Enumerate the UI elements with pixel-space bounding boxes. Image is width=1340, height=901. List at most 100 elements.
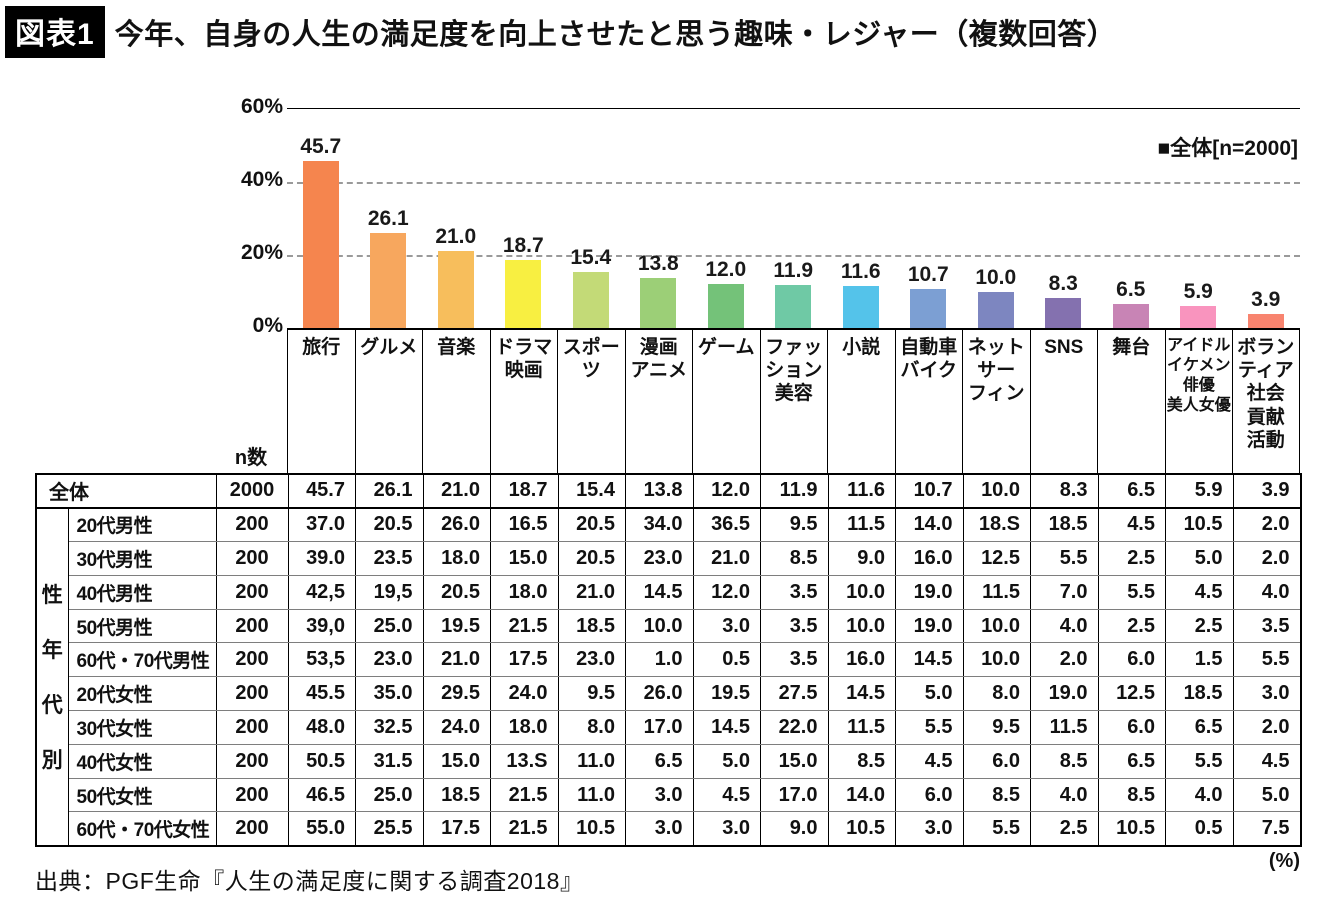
- value-cell: 18.7: [490, 474, 559, 509]
- value-cell: 8.0: [557, 710, 626, 745]
- value-cell: 18.5: [557, 608, 626, 644]
- value-cell: 21.0: [422, 474, 491, 509]
- value-cell: 17.0: [760, 777, 829, 813]
- value-cell: 3.5: [760, 608, 829, 644]
- value-cell: 46.5: [287, 777, 356, 813]
- bar-column: 10.7: [895, 109, 963, 328]
- value-cell: 4.5: [1165, 574, 1234, 610]
- value-cell: 5.5: [1165, 743, 1234, 779]
- value-cell: 9.0: [827, 541, 896, 576]
- value-cell: 3.0: [692, 811, 761, 847]
- n-count-header: n数: [234, 447, 268, 469]
- group-label: 性年代別: [35, 507, 69, 847]
- bar: [910, 288, 947, 328]
- value-cell: 3.9: [1232, 474, 1301, 509]
- table-row: 40代女性 200 50.5 31.5 15.0 13.S 11.0 6.5 5.0 15.0 8.…: [36, 743, 1301, 779]
- y-tick-label: 0%: [252, 314, 283, 337]
- group-label-char: 性: [41, 584, 63, 608]
- bar: [1045, 297, 1082, 328]
- value-cell: 19.0: [895, 608, 964, 644]
- table-row: 40代男性 200 42,5 19,5 20.5 18.0 21.0 14.5 12.0 3.5 1…: [36, 574, 1301, 610]
- value-cell: 21.0: [557, 574, 626, 610]
- group-label-char: 別: [41, 749, 63, 773]
- value-cell: 12.0: [692, 474, 761, 509]
- value-cell: 4.0: [1232, 574, 1301, 610]
- bar-column: 10.0: [962, 109, 1030, 328]
- bar-value-label: 21.0: [435, 225, 477, 249]
- value-cell: 55.0: [287, 811, 356, 847]
- value-cell: 12.5: [1097, 676, 1166, 712]
- value-cell: 10.5: [827, 811, 896, 847]
- value-cell: 19.0: [1030, 676, 1099, 712]
- category-header-cell: ネット サー フィン: [962, 329, 1030, 473]
- y-tick-label: 40%: [240, 168, 283, 191]
- value-cell: 21.0: [692, 541, 761, 576]
- category-header-cell: グルメ: [354, 329, 423, 473]
- value-cell: 36.5: [692, 507, 761, 543]
- bar: [775, 284, 812, 328]
- value-cell: 29.5: [422, 676, 491, 712]
- value-cell: 18.5: [1030, 507, 1099, 543]
- bar-value-label: 10.7: [907, 262, 949, 286]
- value-cell: 18.0: [490, 710, 559, 745]
- row-label: 50代女性: [67, 777, 217, 813]
- bar-column: 3.9: [1232, 109, 1300, 328]
- value-cell: 24.0: [422, 710, 491, 745]
- value-cell: 20.5: [422, 574, 491, 610]
- bar-value-label: 26.1: [367, 206, 409, 230]
- table-row: 50代男性 200 39,0 25.0 19.5 21.5 18.5 10.0 3.0 3.5 10…: [36, 608, 1301, 644]
- group-label-stack: 性年代別: [37, 509, 67, 845]
- n-count-cell: 200: [215, 574, 289, 610]
- value-cell: 3.5: [760, 642, 829, 678]
- value-cell: 21.5: [490, 811, 559, 847]
- bar-value-label: 5.9: [1183, 280, 1213, 304]
- bar-column: 11.9: [760, 109, 828, 328]
- value-cell: 9.5: [557, 676, 626, 712]
- value-cell: 12.5: [962, 541, 1031, 576]
- value-cell: 25.5: [355, 811, 424, 847]
- value-cell: 14.5: [692, 710, 761, 745]
- page-title: 図表1 今年、自身の人生の満足度を向上させたと思う趣味・レジャー（複数回答）: [5, 6, 1116, 58]
- value-cell: 6.5: [1097, 474, 1166, 509]
- category-header-cell: アイドル イケメン 俳優 美人女優: [1164, 329, 1233, 473]
- value-cell: 2.5: [1097, 541, 1166, 576]
- category-header-cell: ファッ ション 美容: [759, 329, 828, 473]
- row-label: 30代男性: [67, 541, 217, 576]
- n-count-cell: 2000: [215, 474, 289, 509]
- n-count-cell: 200: [215, 608, 289, 644]
- value-cell: 7.5: [1232, 811, 1301, 847]
- bar: [437, 251, 474, 328]
- value-cell: 21.0: [422, 642, 491, 678]
- bar-chart-plot-area: 45.7 26.1 21.0 18.7 15.4 13.8 12.0 11.9 11.6 10.7…: [287, 108, 1300, 330]
- value-cell: 5.9: [1165, 474, 1234, 509]
- value-cell: 18.0: [490, 574, 559, 610]
- value-cell: 2.0: [1030, 642, 1099, 678]
- row-label: 全体: [35, 474, 217, 509]
- bar-column: 8.3: [1030, 109, 1098, 328]
- value-cell: 19.5: [692, 676, 761, 712]
- value-cell: 35.0: [355, 676, 424, 712]
- value-cell: 6.0: [895, 777, 964, 813]
- value-cell: 53,5: [287, 642, 356, 678]
- value-cell: 21.5: [490, 777, 559, 813]
- value-cell: 14.0: [827, 777, 896, 813]
- value-cell: 11.6: [827, 474, 896, 509]
- n-count-cell: 200: [215, 811, 289, 847]
- source-note: 出典：PGF生命『人生の満足度に関する調査2018』: [35, 868, 584, 894]
- table-row: 性年代別 20代男性 200 37.0 20.5 26.0 16.5 20.5 34.0 36.5…: [35, 507, 1301, 847]
- value-cell: 11.5: [827, 507, 896, 543]
- bar: [842, 285, 879, 328]
- value-cell: 4.0: [1030, 777, 1099, 813]
- value-cell: 10.0: [962, 608, 1031, 644]
- n-count-cell: 200: [215, 507, 289, 543]
- value-cell: 6.0: [1097, 642, 1166, 678]
- category-header-cell: SNS: [1029, 329, 1098, 473]
- value-cell: 16.0: [827, 642, 896, 678]
- value-cell: 3.0: [625, 777, 694, 813]
- value-cell: 32.5: [355, 710, 424, 745]
- value-cell: 3.5: [1232, 608, 1301, 644]
- category-header-cell: ボラン ティア 社会 貢献 活動: [1232, 329, 1300, 473]
- bar: [1247, 313, 1284, 328]
- data-table-wrap: 全体 2000 45.7 26.1 21.0 18.7 15.4 13.8 12.0 11.9 11…: [35, 473, 1302, 847]
- value-cell: 15.0: [490, 541, 559, 576]
